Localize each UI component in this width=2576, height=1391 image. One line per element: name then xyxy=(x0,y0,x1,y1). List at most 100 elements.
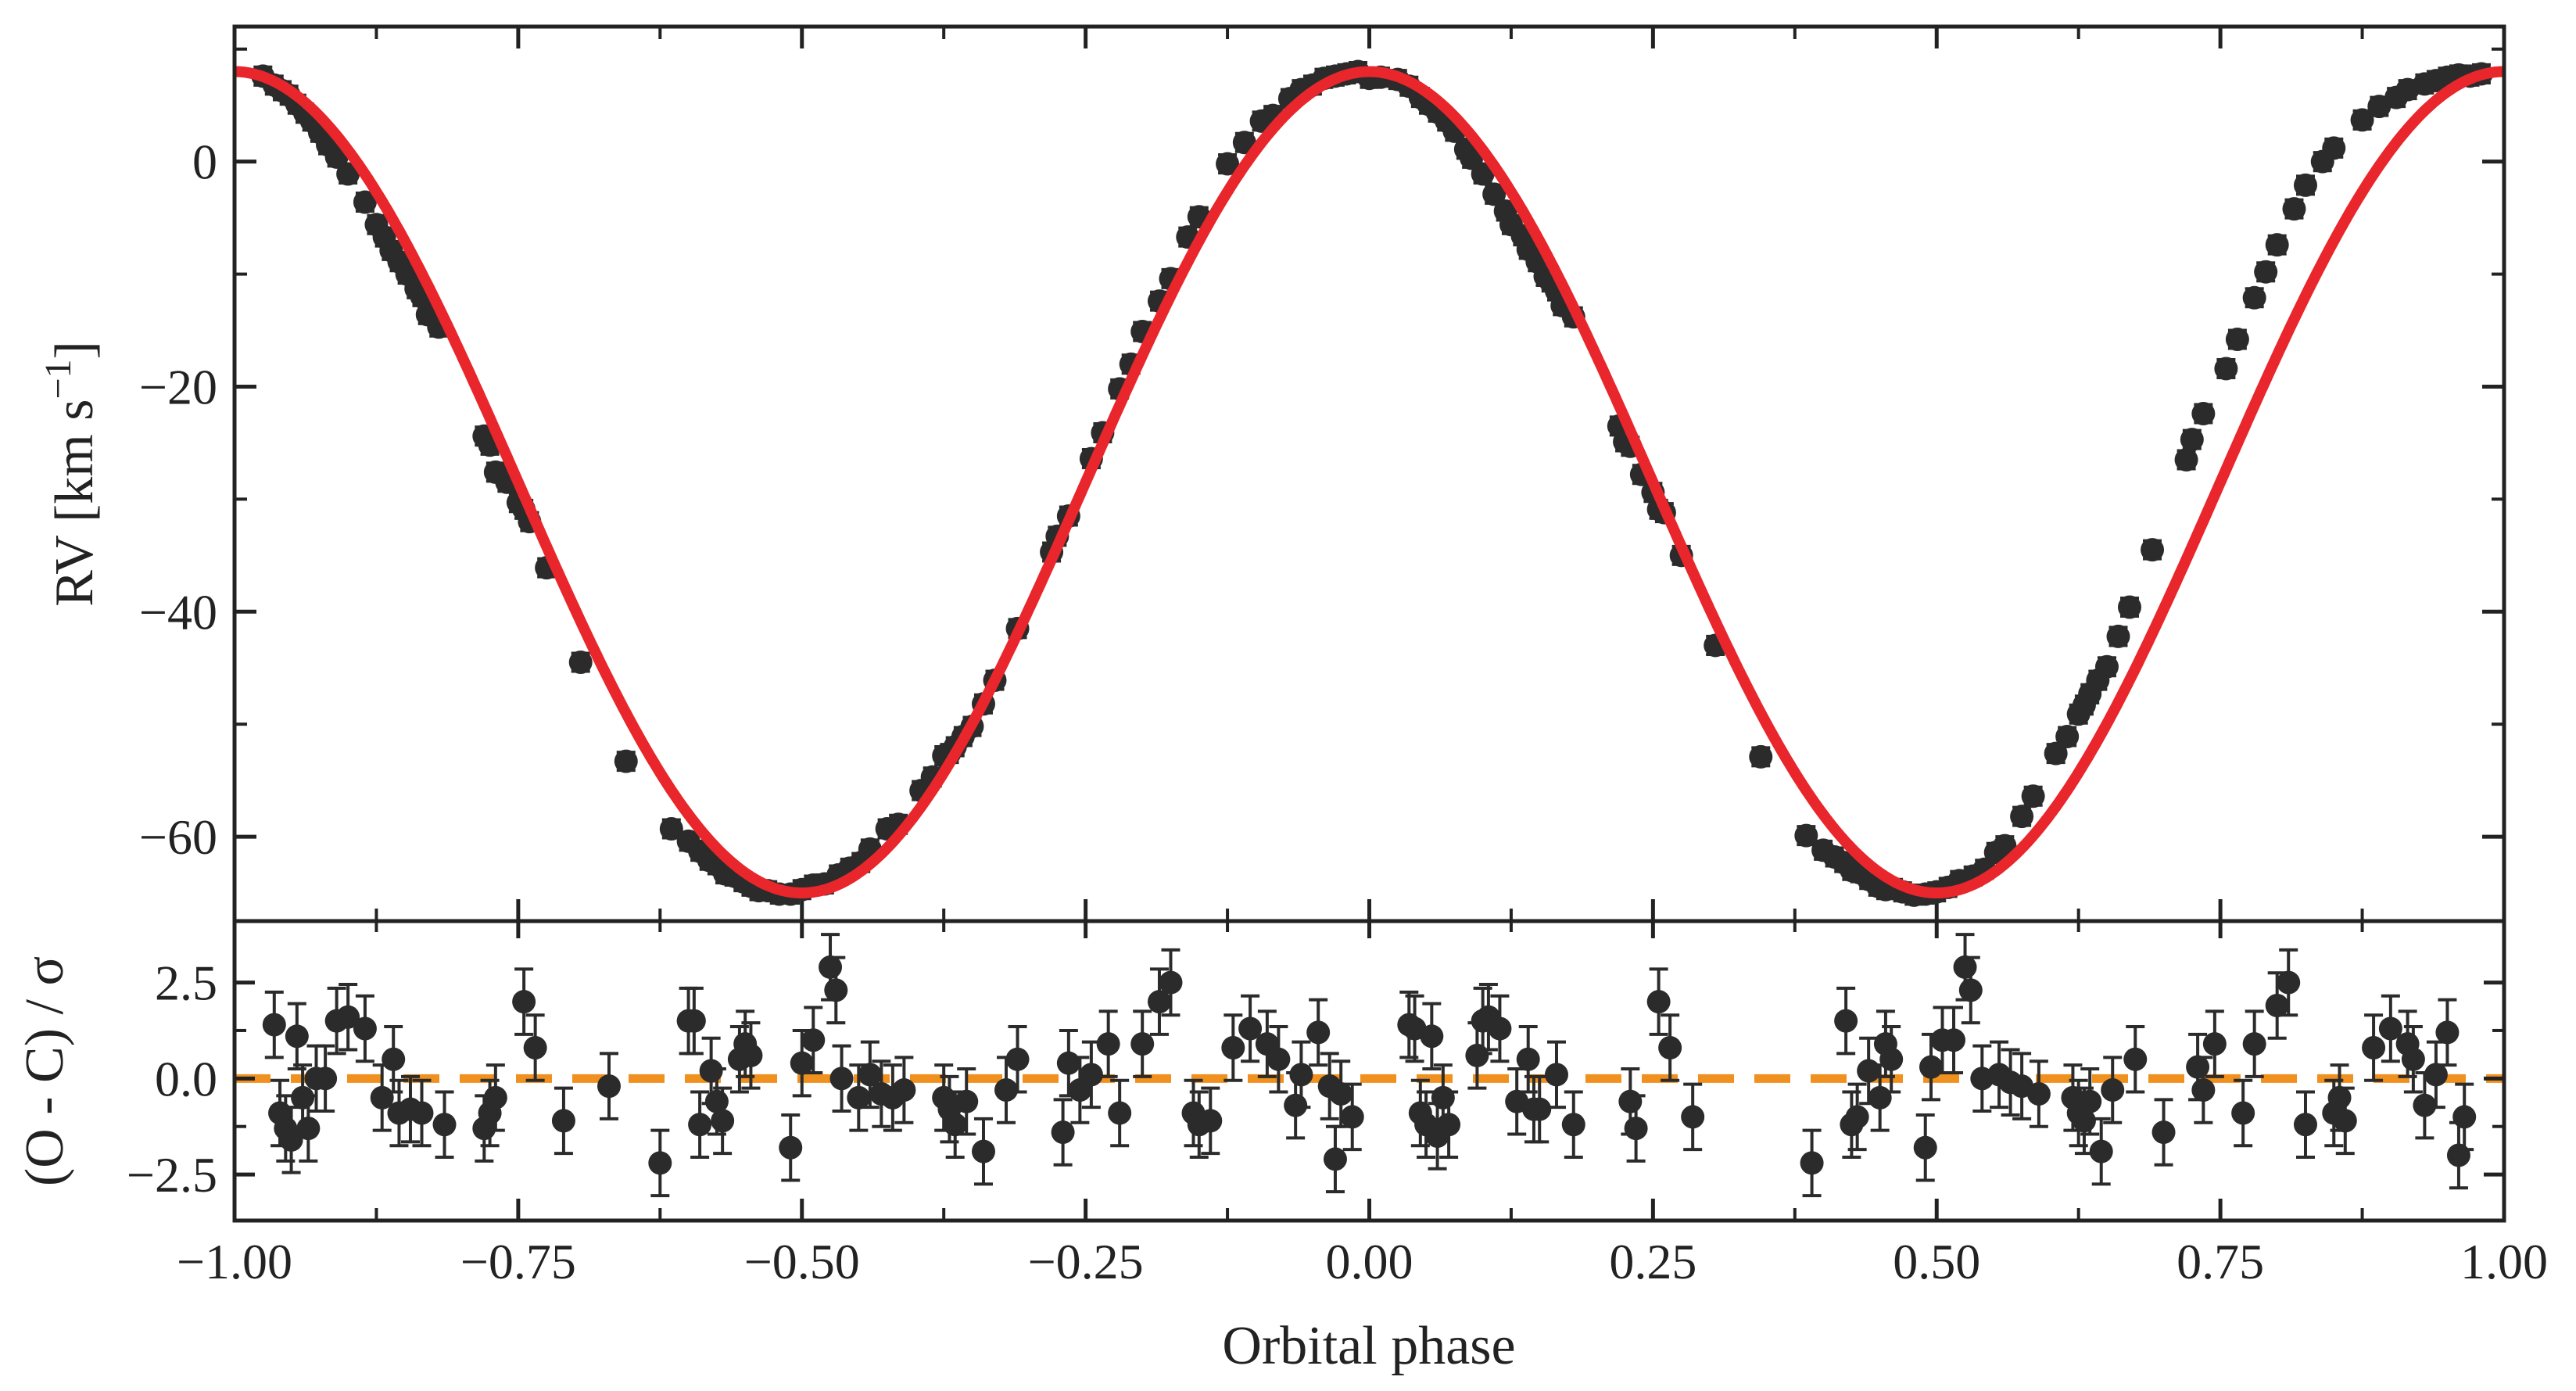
rv-point xyxy=(2282,197,2306,221)
residual-point xyxy=(1488,1016,1512,1041)
residual-point xyxy=(1221,1036,1245,1060)
residual-point xyxy=(2452,1105,2477,1129)
residual-point xyxy=(2265,994,2289,1018)
residual-point xyxy=(1096,1032,1120,1056)
rv-point xyxy=(2350,108,2374,132)
rv-point xyxy=(2021,784,2045,808)
phase-tick-label: 0.00 xyxy=(1326,1234,1413,1289)
rv-point xyxy=(2010,805,2034,829)
residual-point xyxy=(1845,1105,1869,1129)
residual-point xyxy=(336,1005,360,1029)
residual-point xyxy=(1420,1024,1444,1049)
residual-point xyxy=(1051,1120,1075,1145)
residual-point xyxy=(2333,1109,2357,1133)
rv-panel-ticks xyxy=(232,27,2506,921)
phase-axis-label: Orbital phase xyxy=(1222,1316,1515,1376)
residual-point xyxy=(551,1109,575,1133)
residual-point xyxy=(1289,1063,1313,1087)
rv-point xyxy=(2180,428,2204,452)
residual-point xyxy=(2078,1089,2102,1113)
residual-point xyxy=(1431,1085,1455,1110)
residual-point xyxy=(1437,1113,1461,1137)
rv-point xyxy=(2242,285,2266,310)
residual-point xyxy=(1857,1059,1881,1083)
rv-point xyxy=(2254,260,2278,284)
residual-point xyxy=(1561,1113,1585,1137)
residual-point xyxy=(1306,1020,1331,1045)
residual-point xyxy=(824,978,848,1002)
residual-point xyxy=(1159,970,1183,995)
residual-point xyxy=(2231,1101,2255,1125)
residual-point xyxy=(296,1117,321,1141)
residual-point xyxy=(1056,1051,1080,1075)
rv-point xyxy=(336,162,360,186)
residual-point xyxy=(779,1135,803,1160)
residual-panel: 2.5 0.0 −2.5 −1.00 −0.75 −0.50 −0.25 0.00 0.25 0… xyxy=(15,919,2548,1376)
residual-point xyxy=(688,1113,712,1137)
residual-axis-label: (O - C) / σ xyxy=(15,956,75,1186)
residual-point xyxy=(648,1151,672,1175)
residual-point xyxy=(2123,1047,2148,1071)
residual-point xyxy=(2424,1063,2448,1087)
residual-point xyxy=(410,1101,434,1125)
residual-point xyxy=(1284,1093,1308,1117)
rv-point xyxy=(2322,136,2346,160)
residual-point xyxy=(1340,1105,1364,1129)
residual-point xyxy=(682,1009,706,1033)
phase-tick-label: 0.75 xyxy=(2177,1234,2264,1289)
residual-point xyxy=(1958,978,1983,1002)
residual-point xyxy=(262,1013,286,1037)
rv-axis-label: RV [km s−1] xyxy=(38,341,105,607)
rv-point xyxy=(1749,744,1773,769)
residual-point xyxy=(2446,1143,2470,1167)
residual-point xyxy=(1544,1063,1568,1087)
rv-point xyxy=(2044,741,2068,765)
residual-point xyxy=(1465,1043,1489,1067)
residual-point xyxy=(2101,1078,2125,1102)
residual-point xyxy=(801,1028,826,1052)
residual-point xyxy=(829,1067,854,1091)
residual-point xyxy=(943,1113,967,1137)
rv-point xyxy=(2106,624,2130,648)
residual-point xyxy=(2378,1016,2402,1041)
residual-point xyxy=(1108,1101,1132,1125)
residual-point xyxy=(1147,990,1171,1014)
residual-point xyxy=(955,1089,979,1113)
rv-point xyxy=(1216,152,1240,176)
rv-axis-label-bracket: ] xyxy=(45,341,105,359)
residual-point xyxy=(2401,1047,2425,1071)
residual-point xyxy=(2277,970,2301,995)
rv-ytick-labels: 0 −20 −40 −60 xyxy=(139,134,217,865)
residual-point xyxy=(858,1063,882,1087)
residual-panel-frame xyxy=(232,919,2506,1223)
residual-ytick-label: 0.0 xyxy=(155,1051,217,1106)
residual-point xyxy=(1079,1063,1103,1087)
rv-point xyxy=(353,190,377,214)
residual-point xyxy=(892,1078,916,1102)
residual-point xyxy=(512,990,536,1014)
rv-point xyxy=(2094,654,2119,679)
residual-point xyxy=(2413,1093,2437,1117)
residual-point xyxy=(1618,1089,1643,1113)
residual-point xyxy=(1919,1055,1943,1079)
rv-point xyxy=(1471,162,1495,186)
residual-point xyxy=(1658,1036,1682,1060)
residual-point xyxy=(1238,1016,1263,1041)
rv-point xyxy=(2191,402,2216,426)
rv-ytick-label: −20 xyxy=(139,359,217,414)
residual-point xyxy=(971,1139,995,1163)
residual-point xyxy=(1130,1032,1155,1056)
residual-point xyxy=(1681,1105,1705,1129)
phase-tick-label: −0.75 xyxy=(460,1234,576,1289)
residual-point xyxy=(1267,1047,1291,1071)
rv-point xyxy=(2265,233,2289,257)
residual-point xyxy=(353,1016,377,1041)
residual-point xyxy=(711,1109,735,1133)
residual-point xyxy=(1800,1151,1824,1175)
rv-ytick-label: 0 xyxy=(192,134,217,190)
residual-point xyxy=(2293,1113,2317,1137)
residual-point xyxy=(790,1051,814,1075)
rv-ytick-label: −40 xyxy=(139,584,217,640)
rv-model-curve xyxy=(235,66,2504,898)
residual-ytick-labels: 2.5 0.0 −2.5 xyxy=(127,955,217,1203)
